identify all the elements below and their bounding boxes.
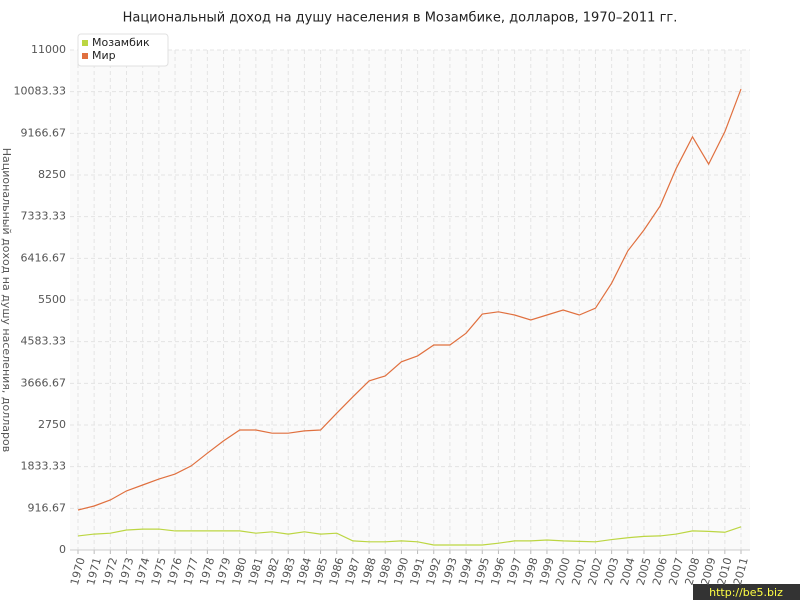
y-tick-label: 916.67	[28, 501, 67, 514]
y-tick-label: 7333.33	[21, 210, 67, 223]
series-line	[77, 88, 742, 511]
y-tick-label: 2750	[38, 418, 66, 431]
watermark-bg	[693, 584, 800, 600]
series-line	[77, 526, 742, 546]
y-tick-label: 6416.67	[21, 251, 67, 264]
legend-swatch	[82, 40, 88, 46]
y-tick-label: 10083.33	[14, 85, 67, 98]
watermark: http://be5.biz	[709, 586, 783, 599]
legend-label: Мир	[92, 49, 116, 62]
chart-title: Национальный доход на душу населения в М…	[123, 11, 678, 26]
legend-swatch	[82, 53, 88, 59]
y-tick-label: 11000	[31, 43, 66, 56]
legend-label: Мозамбик	[92, 36, 150, 49]
y-tick-label: 8250	[38, 168, 66, 181]
y-tick-label: 5500	[38, 293, 66, 306]
y-tick-label: 9166.67	[21, 126, 67, 139]
y-tick-label: 1833.33	[21, 460, 67, 473]
y-axis-label: Национальный доход на душу населения, до…	[0, 148, 13, 452]
y-tick-label: 4583.33	[21, 335, 67, 348]
y-tick-label: 3666.67	[21, 376, 67, 389]
legend-box	[77, 33, 169, 67]
y-tick-label: 0	[59, 543, 66, 556]
